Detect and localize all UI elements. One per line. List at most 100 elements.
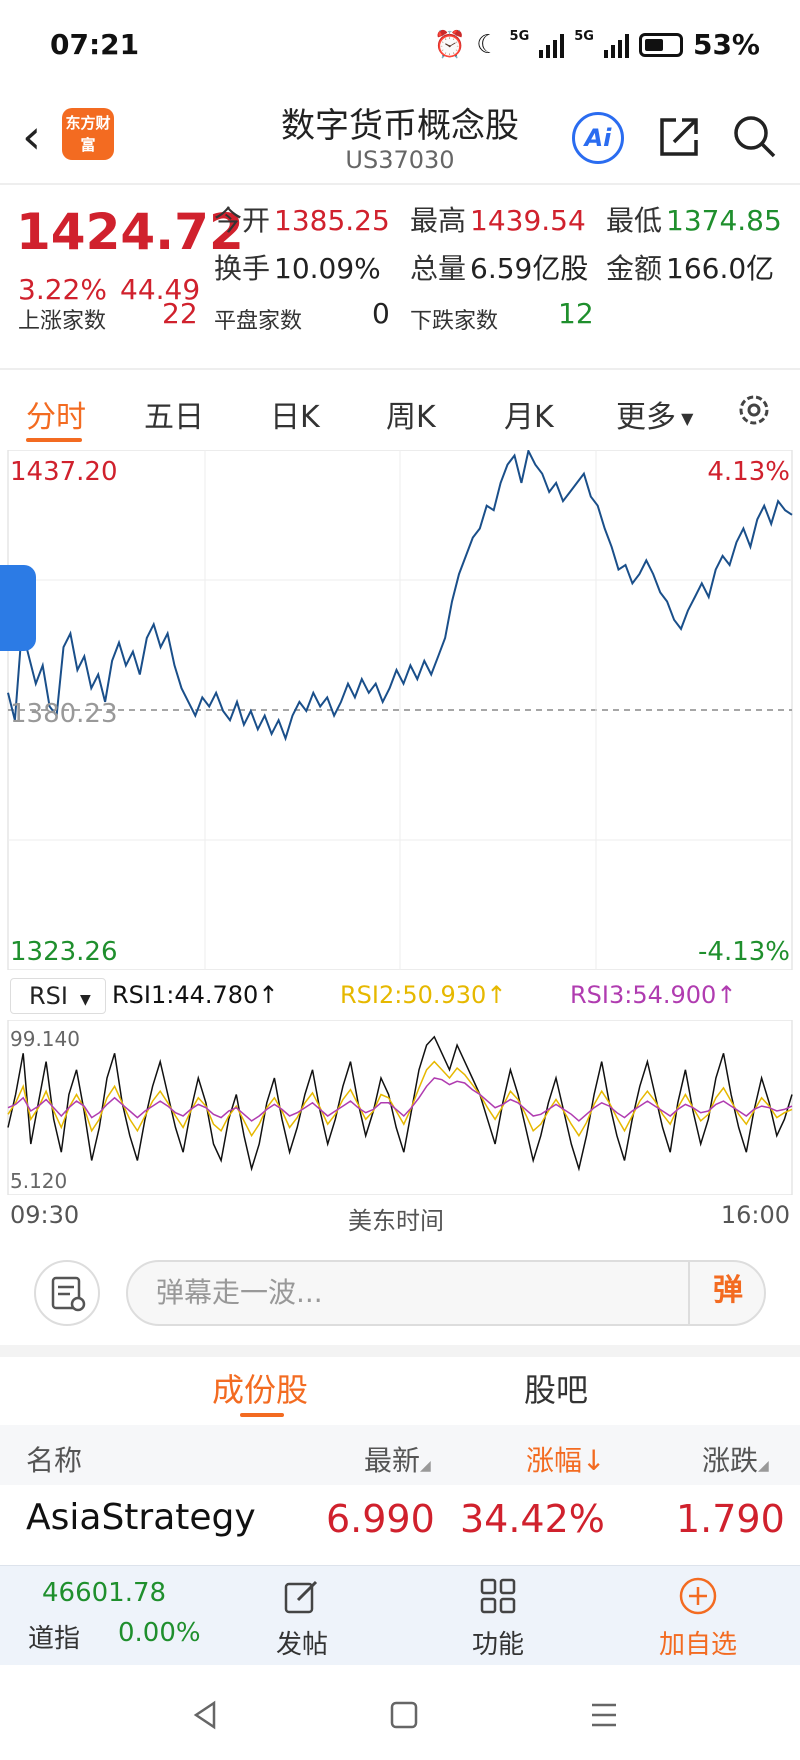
- open-stat: 今开 1385.25: [214, 199, 390, 239]
- function-button[interactable]: 功能: [448, 1576, 548, 1661]
- tab-monthly-k[interactable]: 月K: [504, 400, 554, 435]
- status-icons: ⏰ ☾ 5G 5G 53%: [434, 28, 760, 61]
- down-count-value: 12: [558, 297, 594, 330]
- low-stat: 最低 1374.85: [606, 199, 782, 239]
- column-change[interactable]: 涨跌◢: [702, 1439, 769, 1479]
- tab-more[interactable]: 更多 ▼: [616, 392, 693, 436]
- tab-weekly-k[interactable]: 周K: [386, 400, 436, 435]
- dropdown-arrow-icon: ▼: [80, 992, 91, 1008]
- gear-icon[interactable]: [734, 390, 774, 430]
- danmaku-bar: 弹幕走一波... 弹: [0, 1245, 800, 1345]
- column-latest-label: 最新: [364, 1444, 421, 1477]
- stock-change-pct: 34.42%: [460, 1497, 605, 1541]
- app-logo: 东方财富: [62, 108, 114, 160]
- time-axis-label: 美东时间: [348, 1207, 444, 1235]
- y-axis-top-pct: 4.13%: [707, 457, 790, 487]
- up-count-value: 22: [162, 297, 198, 330]
- indicator-select[interactable]: RSI ▼: [10, 978, 106, 1014]
- rsi3-value: RSI3:54.900↑: [570, 981, 737, 1009]
- dow-index-pct[interactable]: 0.00%: [118, 1618, 201, 1648]
- low-value: 1374.85: [666, 204, 782, 237]
- signal-bars-icon: [539, 32, 565, 58]
- danmaku-settings-icon[interactable]: [34, 1260, 100, 1326]
- y-axis-bottom-pct: -4.13%: [698, 937, 790, 967]
- column-change-label: 涨跌: [702, 1444, 759, 1477]
- section-divider: [0, 1345, 800, 1357]
- search-icon[interactable]: [730, 112, 780, 162]
- high-label: 最高: [410, 204, 467, 237]
- tab-five-day[interactable]: 五日: [144, 400, 204, 435]
- rsi-bottom-label: 5.120: [10, 1169, 67, 1193]
- rsi2-line: [7, 1060, 793, 1138]
- sort-icon: ◢: [420, 1458, 431, 1474]
- function-label: 功能: [471, 1630, 524, 1660]
- price-line: [7, 450, 793, 742]
- edit-icon: [284, 1580, 318, 1614]
- share-icon[interactable]: [654, 112, 704, 162]
- volume-stat: 总量 6.59亿股: [410, 247, 588, 287]
- plus-circle-icon: [679, 1577, 717, 1615]
- dropdown-arrow-icon: ▼: [676, 409, 694, 428]
- ai-icon[interactable]: Ai: [572, 112, 624, 164]
- moon-icon: ☾: [476, 29, 500, 60]
- danmaku-input[interactable]: 弹幕走一波...: [126, 1260, 766, 1326]
- tab-constituents[interactable]: 成份股: [212, 1371, 309, 1409]
- tab-forum[interactable]: 股吧: [524, 1371, 589, 1409]
- post-button[interactable]: 发帖: [252, 1576, 352, 1661]
- flat-count-value: 0: [372, 297, 390, 330]
- sort-icon: ◢: [758, 1458, 769, 1474]
- intraday-chart[interactable]: 1437.20 1380.23 1323.26 4.13% -4.13%: [0, 450, 800, 970]
- flat-count-label: 平盘家数: [214, 309, 303, 334]
- nav-menu-icon[interactable]: [584, 1695, 624, 1735]
- amount-stat: 金额 166.0亿: [606, 247, 774, 287]
- rsi1-line: [7, 1035, 793, 1172]
- nav-back-icon[interactable]: [186, 1695, 226, 1735]
- back-icon[interactable]: ‹: [22, 109, 42, 165]
- active-subtab-indicator: [240, 1413, 284, 1417]
- nav-home-icon[interactable]: [384, 1695, 424, 1735]
- column-change-pct[interactable]: 涨幅↓: [526, 1444, 606, 1477]
- table-header: 名称 最新◢ 涨幅↓ 涨跌◢: [0, 1425, 800, 1485]
- current-price: 1424.72: [16, 203, 244, 261]
- up-count-label: 上涨家数: [18, 309, 107, 334]
- status-time: 07:21: [50, 28, 140, 61]
- stock-change: 1.790: [676, 1497, 785, 1541]
- signal-5g-label-2: 5G: [574, 29, 594, 44]
- column-latest[interactable]: 最新◢: [364, 1439, 431, 1479]
- time-axis-end: 16:00: [720, 1201, 790, 1229]
- add-watchlist-button[interactable]: 加自选: [648, 1576, 748, 1661]
- turnover-label: 换手: [214, 252, 271, 285]
- header: ‹ 东方财富 数字货币概念股 US37030 Ai: [0, 90, 800, 185]
- rsi3-line: [7, 1077, 793, 1122]
- danmaku-send-button[interactable]: 弹: [688, 1260, 766, 1326]
- add-watchlist-label: 加自选: [658, 1630, 737, 1660]
- open-value: 1385.25: [274, 204, 390, 237]
- change-value: 44.49: [120, 273, 201, 306]
- indicator-select-label: RSI: [29, 982, 68, 1010]
- turnover-value: 10.09%: [274, 252, 381, 285]
- status-bar: 07:21 ⏰ ☾ 5G 5G 53%: [0, 0, 800, 90]
- dow-index-value[interactable]: 46601.78: [42, 1578, 167, 1608]
- rsi1-value: RSI1:44.780↑: [112, 981, 279, 1009]
- rsi2-value: RSI2:50.930↑: [340, 981, 507, 1009]
- sub-tabs: 成份股 股吧: [0, 1357, 800, 1425]
- rsi-chart[interactable]: 99.140 5.120: [0, 1020, 800, 1195]
- grid-icon: [480, 1578, 516, 1614]
- table-row[interactable]: AsiaStrategy 6.990 34.42% 1.790: [0, 1485, 800, 1565]
- column-name[interactable]: 名称: [26, 1444, 83, 1477]
- amount-label: 金额: [606, 252, 663, 285]
- amount-value: 166.0亿: [666, 252, 775, 285]
- tab-intraday[interactable]: 分时: [26, 400, 86, 435]
- floating-tap-widget[interactable]: [0, 565, 36, 651]
- time-axis-start: 09:30: [10, 1201, 80, 1229]
- system-nav-bar: [0, 1665, 800, 1760]
- tab-daily-k[interactable]: 日K: [270, 400, 320, 435]
- tab-more-label: 更多: [616, 400, 676, 435]
- change-percent: 3.22%: [18, 273, 107, 306]
- time-axis: 09:30 美东时间 16:00: [0, 1195, 800, 1235]
- alarm-icon: ⏰: [433, 29, 467, 60]
- dow-index-name[interactable]: 道指: [28, 1624, 81, 1654]
- volume-label: 总量: [410, 252, 467, 285]
- battery-icon: [638, 32, 683, 57]
- active-tab-indicator: [26, 438, 82, 442]
